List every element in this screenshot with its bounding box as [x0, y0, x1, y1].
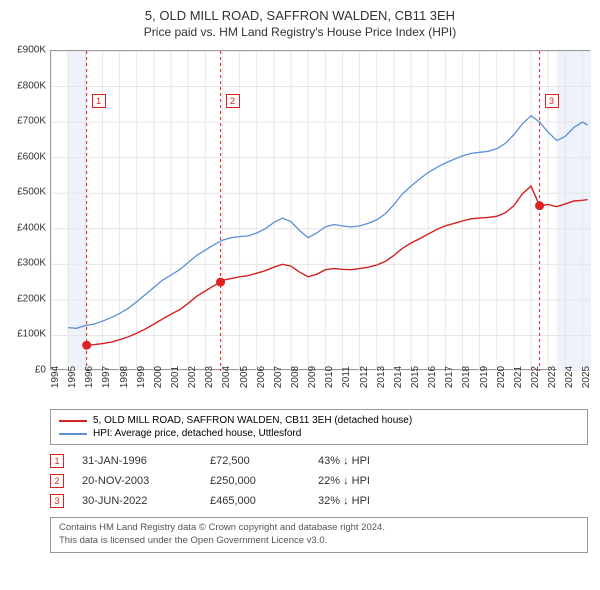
x-tick-label: 2011: [341, 366, 352, 388]
x-tick-label: 2002: [187, 366, 198, 388]
x-tick-label: 2023: [547, 366, 558, 388]
x-tick-label: 1997: [101, 366, 112, 388]
event-row: 1 31-JAN-1996 £72,500 43% ↓ HPI: [50, 451, 588, 471]
legend-item: 5, OLD MILL ROAD, SAFFRON WALDEN, CB11 3…: [59, 414, 579, 427]
title-block: 5, OLD MILL ROAD, SAFFRON WALDEN, CB11 3…: [0, 0, 600, 45]
event-marker-on-plot: 3: [545, 94, 559, 108]
event-date: 20-NOV-2003: [82, 475, 192, 487]
x-tick-label: 2015: [410, 366, 421, 388]
x-tick-label: 2009: [307, 366, 318, 388]
x-tick-label: 2013: [376, 366, 387, 388]
footer-line: Contains HM Land Registry data © Crown c…: [59, 522, 579, 535]
x-tick-label: 1994: [50, 366, 61, 388]
x-tick-label: 2024: [564, 366, 575, 388]
x-axis: 1994199519961997199819992000200120022003…: [50, 373, 590, 403]
event-diff: 32% ↓ HPI: [318, 495, 370, 507]
legend: 5, OLD MILL ROAD, SAFFRON WALDEN, CB11 3…: [50, 409, 588, 445]
y-tick-label: £900K: [17, 45, 46, 56]
x-tick-label: 1995: [67, 366, 78, 388]
y-tick-label: £400K: [17, 222, 46, 233]
x-tick-label: 2005: [239, 366, 250, 388]
legend-label: HPI: Average price, detached house, Uttl…: [93, 428, 301, 439]
sale-point: [216, 278, 225, 287]
x-tick-label: 2000: [153, 366, 164, 388]
x-tick-label: 1996: [84, 366, 95, 388]
chart-svg: [51, 51, 591, 371]
x-tick-label: 2008: [290, 366, 301, 388]
event-marker: 2: [50, 474, 64, 488]
events-table: 1 31-JAN-1996 £72,500 43% ↓ HPI 2 20-NOV…: [50, 451, 588, 511]
x-tick-label: 1998: [119, 366, 130, 388]
y-tick-label: £0: [35, 365, 46, 376]
x-tick-label: 2017: [444, 366, 455, 388]
event-date: 31-JAN-1996: [82, 455, 192, 467]
series-hpi: [68, 116, 588, 329]
x-tick-label: 2022: [530, 366, 541, 388]
x-tick-label: 2021: [513, 366, 524, 388]
y-tick-label: £500K: [17, 187, 46, 198]
chart-container: 5, OLD MILL ROAD, SAFFRON WALDEN, CB11 3…: [0, 0, 600, 553]
series-price_paid: [87, 186, 588, 345]
y-tick-label: £100K: [17, 329, 46, 340]
y-tick-label: £200K: [17, 293, 46, 304]
event-price: £250,000: [210, 475, 300, 487]
chart-subtitle: Price paid vs. HM Land Registry's House …: [0, 25, 600, 39]
y-axis: £0£100K£200K£300K£400K£500K£600K£700K£80…: [0, 50, 48, 370]
legend-swatch: [59, 433, 87, 435]
event-date: 30-JUN-2022: [82, 495, 192, 507]
x-tick-label: 2014: [393, 366, 404, 388]
x-tick-label: 2003: [204, 366, 215, 388]
x-tick-label: 1999: [136, 366, 147, 388]
event-price: £465,000: [210, 495, 300, 507]
event-marker: 1: [50, 454, 64, 468]
event-diff: 43% ↓ HPI: [318, 455, 370, 467]
event-row: 3 30-JUN-2022 £465,000 32% ↓ HPI: [50, 491, 588, 511]
y-tick-label: £700K: [17, 116, 46, 127]
event-marker-on-plot: 2: [226, 94, 240, 108]
y-tick-label: £800K: [17, 80, 46, 91]
sale-point: [535, 201, 544, 210]
chart-area: £0 £100K £200K £300K £400K £500K £600K £700K £80…: [0, 45, 600, 405]
sale-point: [82, 341, 91, 350]
legend-item: HPI: Average price, detached house, Uttl…: [59, 427, 579, 440]
x-tick-label: 2020: [496, 366, 507, 388]
x-tick-label: 2007: [273, 366, 284, 388]
y-tick-label: £600K: [17, 151, 46, 162]
plot-area: 1 2 3: [50, 50, 590, 370]
x-tick-label: 2012: [359, 366, 370, 388]
x-tick-label: 2010: [324, 366, 335, 388]
y-tick-label: £300K: [17, 258, 46, 269]
event-row: 2 20-NOV-2003 £250,000 22% ↓ HPI: [50, 471, 588, 491]
footer-attribution: Contains HM Land Registry data © Crown c…: [50, 517, 588, 553]
x-tick-label: 2018: [461, 366, 472, 388]
x-tick-label: 2019: [479, 366, 490, 388]
chart-title: 5, OLD MILL ROAD, SAFFRON WALDEN, CB11 3…: [0, 8, 600, 23]
event-marker: 3: [50, 494, 64, 508]
legend-swatch: [59, 420, 87, 422]
x-tick-label: 2004: [221, 366, 232, 388]
legend-label: 5, OLD MILL ROAD, SAFFRON WALDEN, CB11 3…: [93, 415, 412, 426]
x-tick-label: 2025: [581, 366, 592, 388]
event-diff: 22% ↓ HPI: [318, 475, 370, 487]
event-price: £72,500: [210, 455, 300, 467]
x-tick-label: 2001: [170, 366, 181, 388]
x-tick-label: 2006: [256, 366, 267, 388]
event-marker-on-plot: 1: [92, 94, 106, 108]
footer-line: This data is licensed under the Open Gov…: [59, 535, 579, 548]
x-tick-label: 2016: [427, 366, 438, 388]
